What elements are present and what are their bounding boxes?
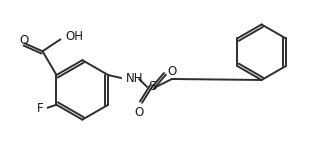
Text: NH: NH: [126, 73, 144, 85]
Text: S: S: [148, 80, 156, 93]
Text: F: F: [37, 102, 44, 115]
Text: OH: OH: [65, 30, 83, 43]
Text: O: O: [167, 65, 176, 78]
Text: O: O: [135, 106, 144, 119]
Text: O: O: [19, 34, 28, 47]
